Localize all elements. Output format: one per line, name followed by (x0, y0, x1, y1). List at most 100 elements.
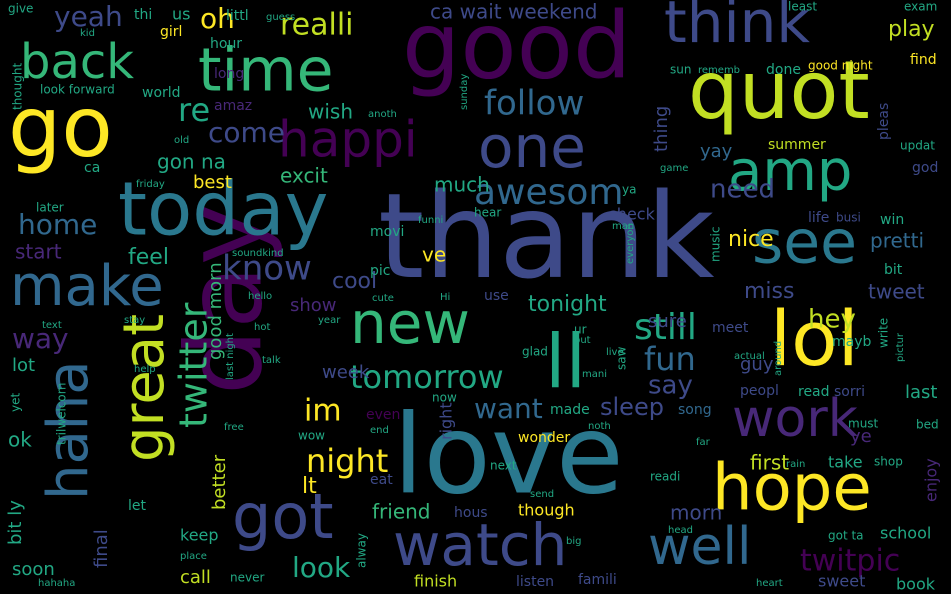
word-thing: thing (651, 106, 672, 152)
word-find: find (910, 52, 937, 68)
word-ok: ok (8, 428, 32, 452)
word-place: place (180, 551, 207, 562)
word-noth: noth (588, 421, 611, 432)
word-book: book (896, 575, 936, 594)
word-new: new (350, 289, 470, 357)
word-realli: realli (280, 8, 354, 43)
word-long: long (214, 66, 244, 82)
word-peopl: peopl (740, 383, 779, 399)
word-nice: nice (728, 227, 774, 252)
word-ye: ye (850, 426, 872, 447)
word-quot: quot (688, 44, 870, 137)
word-must: must (848, 417, 879, 431)
word-last: last (905, 382, 937, 403)
word-eat: eat (370, 472, 393, 488)
word-live: live (606, 347, 624, 358)
word-keep: keep (180, 526, 219, 545)
word-first: first (750, 451, 789, 475)
word-night: night (306, 442, 388, 480)
word-good-morn: good morn (205, 262, 226, 360)
word-need: need (710, 175, 775, 205)
word-lol: lol (770, 294, 859, 383)
word-send: send (530, 489, 554, 500)
word-thi: thi (134, 7, 152, 23)
word-anoth: anoth (368, 109, 397, 120)
word-ll: ll (545, 320, 586, 406)
word-wow: wow (298, 429, 325, 443)
word-give: give (8, 2, 33, 16)
word-time: time (198, 36, 334, 106)
word-enjoy: enjoy (922, 458, 941, 502)
word-readi: readi (650, 470, 680, 484)
word-wish: wish (308, 100, 353, 124)
word-stay: stay (124, 315, 145, 326)
word-pleas: pleas (876, 103, 892, 140)
word-game: game (660, 163, 688, 174)
word-life: life (808, 210, 829, 226)
word-hello: hello (248, 291, 272, 302)
word-say: say (648, 371, 693, 401)
word-ca-wait-weekend: ca wait weekend (430, 0, 598, 24)
word-summer: summer (768, 137, 826, 153)
word-awesom: awesom (474, 172, 624, 213)
word-tomorrow: tomorrow (350, 358, 504, 396)
word-back: back (20, 34, 134, 90)
word-saw: saw (615, 346, 629, 370)
word-text: text (42, 320, 62, 331)
word-hey: hey (808, 305, 856, 335)
word-excit: excit (280, 164, 328, 188)
word-work: work (732, 389, 858, 449)
word-call: call (180, 567, 211, 588)
word-us: us (172, 5, 190, 24)
word-one: one (478, 113, 586, 181)
word-hi: Hi (440, 292, 450, 303)
word-thank: thank (378, 167, 714, 305)
word-know: know (222, 249, 312, 289)
word-ca: ca (84, 160, 100, 176)
word-least: least (788, 0, 817, 14)
word-final: final (91, 529, 112, 568)
word-bit: bit (884, 262, 903, 278)
word-hour: hour (210, 36, 242, 52)
word-sweet: sweet (818, 572, 865, 591)
word-ya: ya (622, 183, 636, 197)
word-soundkind: soundkind (232, 248, 284, 259)
word-fun: fun (644, 340, 696, 378)
word-see: see (752, 208, 857, 278)
word-re: re (178, 91, 210, 129)
word-talk: talk (262, 355, 281, 366)
word-mani: mani (582, 369, 607, 380)
word-glad: glad (522, 345, 548, 359)
word-tweet: tweet (868, 280, 925, 304)
word-come: come (208, 116, 285, 149)
word-read: read (798, 384, 830, 400)
word-pictur: pictur (895, 332, 906, 362)
word-end: end (370, 425, 389, 436)
word-girl: girl (160, 24, 182, 40)
word-heart: heart (756, 578, 783, 589)
word-kid: kid (80, 28, 95, 39)
word-song: song (678, 402, 712, 418)
word-think: think (664, 0, 810, 56)
word-right: right (437, 402, 456, 440)
word-wonder: wonder (518, 430, 570, 446)
word-well: well (648, 517, 751, 577)
word-home: home (18, 208, 97, 241)
word-much: much (434, 173, 490, 197)
word-soon: soon (12, 559, 55, 580)
word-twitter: twitter (172, 302, 216, 428)
word-start: start (15, 240, 62, 264)
word-follow: follow (484, 84, 584, 124)
word-help: help (134, 364, 156, 375)
word-check: check (608, 205, 656, 224)
word-amp: amp (728, 139, 852, 204)
word-never: never (230, 571, 264, 585)
word-use: use (484, 288, 509, 304)
word-gon-na: gon na (157, 150, 226, 174)
word-school: school (880, 524, 931, 543)
word-hear: hear (474, 206, 501, 220)
word-sun: sun (670, 63, 691, 77)
